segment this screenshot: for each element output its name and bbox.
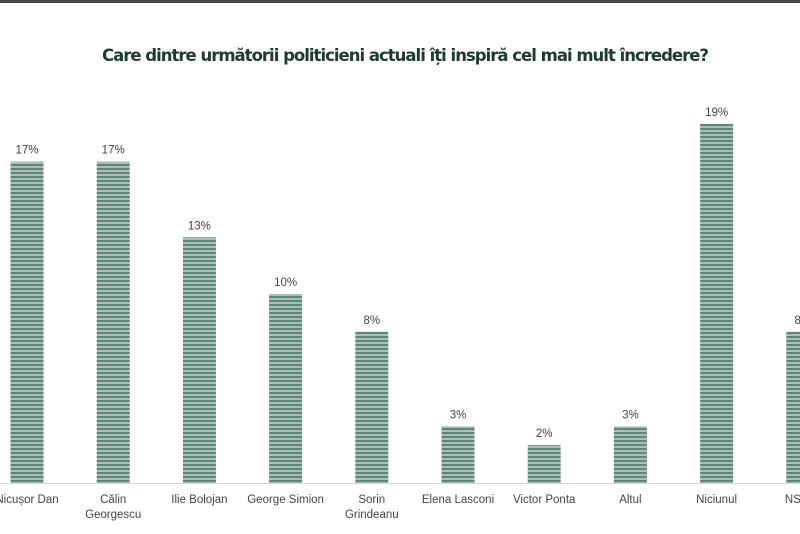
category-label: Georgescu: [85, 509, 141, 521]
value-label: 3%: [450, 409, 467, 421]
bar-7: [613, 426, 647, 483]
category-label: Altul: [619, 494, 641, 506]
category-label: Niciunul: [696, 494, 737, 506]
bar-0: [10, 161, 44, 483]
bar-6: [527, 445, 561, 483]
chart-title: Care dintre următorii politicieni actual…: [101, 46, 709, 65]
category-label: Sorin: [358, 494, 385, 506]
category-label: Grindeanu: [345, 509, 399, 521]
category-label: George Simion: [247, 494, 324, 506]
category-label: Călin: [100, 494, 126, 506]
category-label: Elena Lasconi: [422, 494, 494, 506]
value-label: 19%: [705, 107, 728, 119]
value-label: 10%: [274, 277, 297, 289]
category-label: Ilie Bolojan: [171, 494, 227, 506]
category-label: NS/NR: [785, 494, 800, 506]
value-label: 8%: [363, 315, 380, 327]
bar-2: [182, 237, 216, 483]
bar-5: [441, 426, 475, 483]
bar-3: [269, 294, 303, 483]
category-label: Victor Ponta: [513, 494, 576, 506]
bar-8: [700, 123, 734, 484]
top-border: [0, 0, 800, 3]
value-label: 8%: [794, 315, 800, 327]
value-label: 17%: [102, 145, 125, 157]
bar-1: [96, 161, 130, 483]
value-label: 2%: [536, 428, 553, 440]
value-label: 17%: [15, 145, 38, 157]
category-label: Nicușor Dan: [0, 494, 59, 506]
value-label: 13%: [188, 220, 211, 232]
bar-9: [786, 331, 800, 483]
bar-4: [355, 331, 389, 483]
value-label: 3%: [622, 409, 639, 421]
